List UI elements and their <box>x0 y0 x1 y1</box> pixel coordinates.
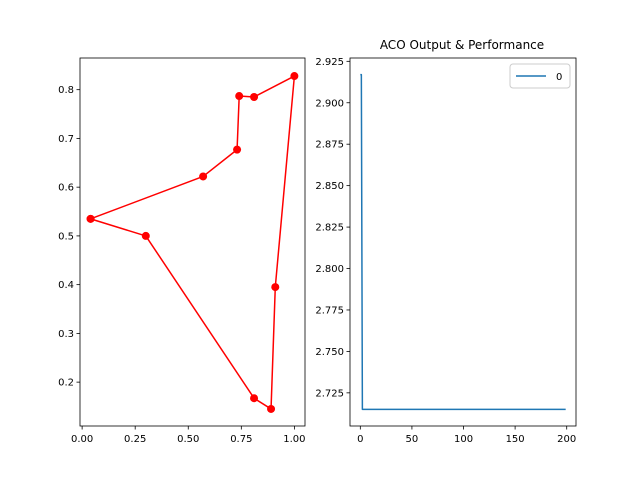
route-point <box>235 92 243 100</box>
route-x-tick-label: 0.25 <box>124 434 146 445</box>
perf-y-tick-label: 2.750 <box>315 347 344 358</box>
route-y-tick-label: 0.8 <box>58 85 74 96</box>
route-point <box>250 93 258 101</box>
perf-y-tick-label: 2.725 <box>315 388 344 399</box>
perf-y-tick-label: 2.775 <box>315 305 344 316</box>
perf-x-tick-label: 200 <box>557 434 576 445</box>
perf-y-tick-label: 2.900 <box>315 98 344 109</box>
perf-y-tick-label: 2.850 <box>315 181 344 192</box>
route-point <box>250 394 258 402</box>
route-y-tick-label: 0.4 <box>58 280 74 291</box>
route-point <box>267 405 275 413</box>
perf-x-tick-label: 100 <box>454 434 473 445</box>
route-x-tick-label: 1.00 <box>283 434 305 445</box>
route-y-tick-label: 0.6 <box>58 183 74 194</box>
route-y-tick-label: 0.5 <box>58 231 74 242</box>
route-x-tick-label: 0.75 <box>230 434 252 445</box>
perf-x-tick-label: 150 <box>506 434 525 445</box>
perf-y-tick-label: 2.800 <box>315 264 344 275</box>
route-y-tick-label: 0.3 <box>58 329 74 340</box>
route-point <box>290 72 298 80</box>
route-y-tick-label: 0.7 <box>58 134 74 145</box>
route-x-tick-label: 0.00 <box>71 434 93 445</box>
performance-plot-legend: 0 <box>510 64 570 88</box>
perf-y-tick-label: 2.825 <box>315 223 344 234</box>
route-point <box>271 283 279 291</box>
legend-label-0: 0 <box>556 72 562 83</box>
route-y-tick-label: 0.2 <box>58 378 74 389</box>
route-x-tick-label: 0.50 <box>177 434 199 445</box>
route-point <box>199 172 207 180</box>
performance-plot-title: ACO Output & Performance <box>380 38 544 52</box>
perf-y-tick-label: 2.875 <box>315 140 344 151</box>
route-point <box>87 215 95 223</box>
route-point <box>233 146 241 154</box>
perf-y-tick-label: 2.925 <box>315 57 344 68</box>
route-point <box>142 232 150 240</box>
perf-x-tick-label: 50 <box>406 434 419 445</box>
perf-x-tick-label: 0 <box>357 434 363 445</box>
